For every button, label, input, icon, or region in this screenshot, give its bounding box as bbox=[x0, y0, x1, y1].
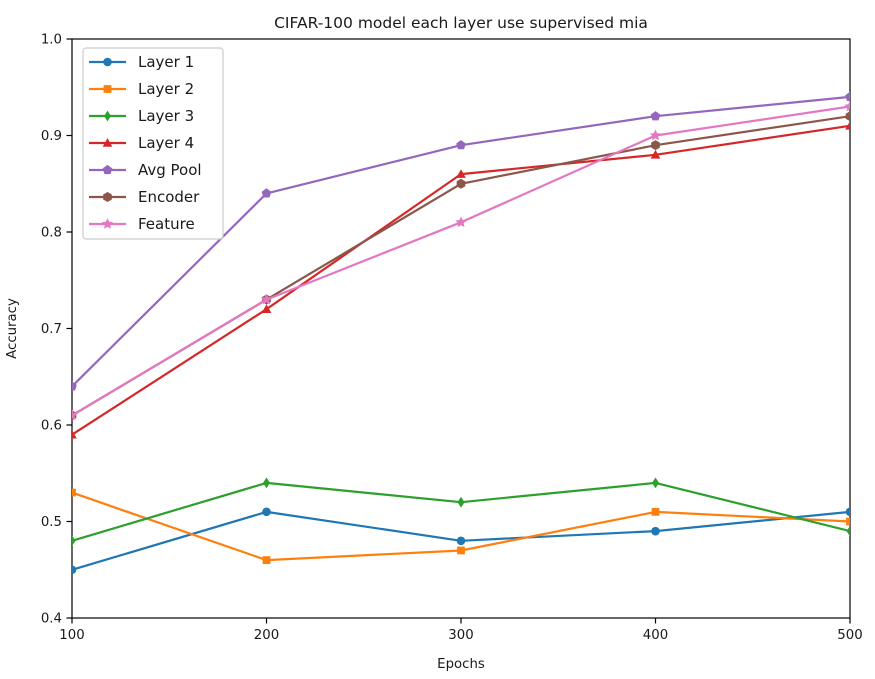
pentagon-marker bbox=[650, 111, 661, 121]
y-tick-label: 0.5 bbox=[41, 515, 62, 530]
triangle-marker bbox=[102, 138, 113, 147]
y-tick-label: 1.0 bbox=[41, 33, 62, 48]
series-layer-2 bbox=[72, 488, 850, 564]
x-axis-label: Epochs bbox=[437, 657, 485, 672]
circle-marker bbox=[845, 507, 850, 517]
star-marker bbox=[649, 129, 662, 141]
star-marker bbox=[260, 293, 273, 305]
hexagon-marker bbox=[456, 178, 466, 189]
diamond-marker bbox=[72, 535, 76, 547]
series-avg-pool bbox=[72, 91, 850, 391]
y-tick-label: 0.9 bbox=[41, 129, 62, 144]
circle-marker bbox=[72, 565, 77, 575]
x-tick-label: 100 bbox=[59, 628, 84, 643]
legend-label: Layer 4 bbox=[138, 134, 194, 152]
series-feature bbox=[72, 100, 850, 421]
legend-item-avg-pool: Avg Pool bbox=[89, 161, 202, 179]
square-marker bbox=[651, 507, 660, 516]
square-marker bbox=[846, 517, 850, 526]
diamond-marker bbox=[263, 477, 270, 489]
circle-marker bbox=[262, 507, 271, 517]
legend-item-layer-2: Layer 2 bbox=[89, 80, 194, 98]
triangle-marker bbox=[456, 169, 466, 178]
series-layer-1 bbox=[72, 507, 850, 575]
star-marker bbox=[72, 409, 78, 421]
legend-label: Layer 2 bbox=[138, 80, 194, 98]
hexagon-marker bbox=[103, 192, 112, 202]
pentagon-marker bbox=[456, 140, 466, 150]
legend-item-feature: Feature bbox=[89, 215, 195, 233]
legend-item-layer-1: Layer 1 bbox=[89, 53, 194, 71]
legend-item-layer-3: Layer 3 bbox=[89, 107, 194, 125]
pentagon-marker bbox=[72, 381, 77, 391]
diamond-marker bbox=[104, 110, 111, 122]
square-marker bbox=[103, 85, 112, 93]
y-tick-label: 0.8 bbox=[41, 226, 62, 241]
series-layer-4 bbox=[72, 120, 850, 439]
legend-label: Feature bbox=[138, 215, 195, 233]
legend-label: Avg Pool bbox=[138, 161, 202, 179]
y-tick-label: 0.6 bbox=[41, 419, 62, 434]
chart-title: CIFAR-100 model each layer use supervise… bbox=[274, 14, 648, 32]
triangle-marker bbox=[650, 149, 661, 159]
triangle-marker bbox=[72, 429, 77, 439]
x-tick-label: 300 bbox=[448, 628, 473, 643]
legend-label: Encoder bbox=[138, 188, 200, 206]
square-marker bbox=[457, 546, 465, 555]
pentagon-marker bbox=[102, 164, 113, 175]
hexagon-marker bbox=[845, 111, 850, 122]
triangle-marker bbox=[261, 304, 272, 313]
axis-ticks: 100 200 300 400 500 0.4 0.5 0.6 0.7 0.8 0.9 1.0 bbox=[41, 33, 863, 643]
legend-item-encoder: Encoder bbox=[89, 188, 200, 206]
diamond-marker bbox=[652, 477, 659, 489]
y-axis-label: Accuracy bbox=[5, 298, 20, 359]
circle-marker bbox=[103, 57, 112, 67]
legend-box bbox=[82, 47, 224, 240]
legend-item-layer-4: Layer 4 bbox=[89, 134, 194, 152]
legend-label: Layer 1 bbox=[138, 53, 194, 71]
pentagon-marker bbox=[845, 91, 850, 102]
star-marker bbox=[844, 100, 850, 112]
circle-marker bbox=[651, 526, 660, 536]
square-marker bbox=[72, 488, 76, 497]
circle-marker bbox=[456, 536, 466, 546]
pentagon-marker bbox=[261, 188, 272, 198]
hexagon-marker bbox=[651, 140, 660, 151]
legend-label: Layer 3 bbox=[138, 107, 194, 125]
legend: Layer 1 Layer 2 Layer 3 Layer 4 Avg Pool Enco… bbox=[82, 47, 224, 240]
x-tick-label: 400 bbox=[643, 628, 668, 643]
y-tick-label: 0.4 bbox=[41, 612, 62, 627]
series-group bbox=[72, 91, 850, 575]
x-tick-label: 500 bbox=[837, 628, 862, 643]
y-tick-label: 0.7 bbox=[41, 322, 62, 337]
square-marker bbox=[262, 556, 271, 564]
x-tick-label: 200 bbox=[254, 628, 279, 643]
star-marker bbox=[101, 218, 114, 229]
diamond-marker bbox=[846, 525, 850, 537]
diamond-marker bbox=[457, 496, 465, 508]
star-marker bbox=[455, 216, 467, 228]
